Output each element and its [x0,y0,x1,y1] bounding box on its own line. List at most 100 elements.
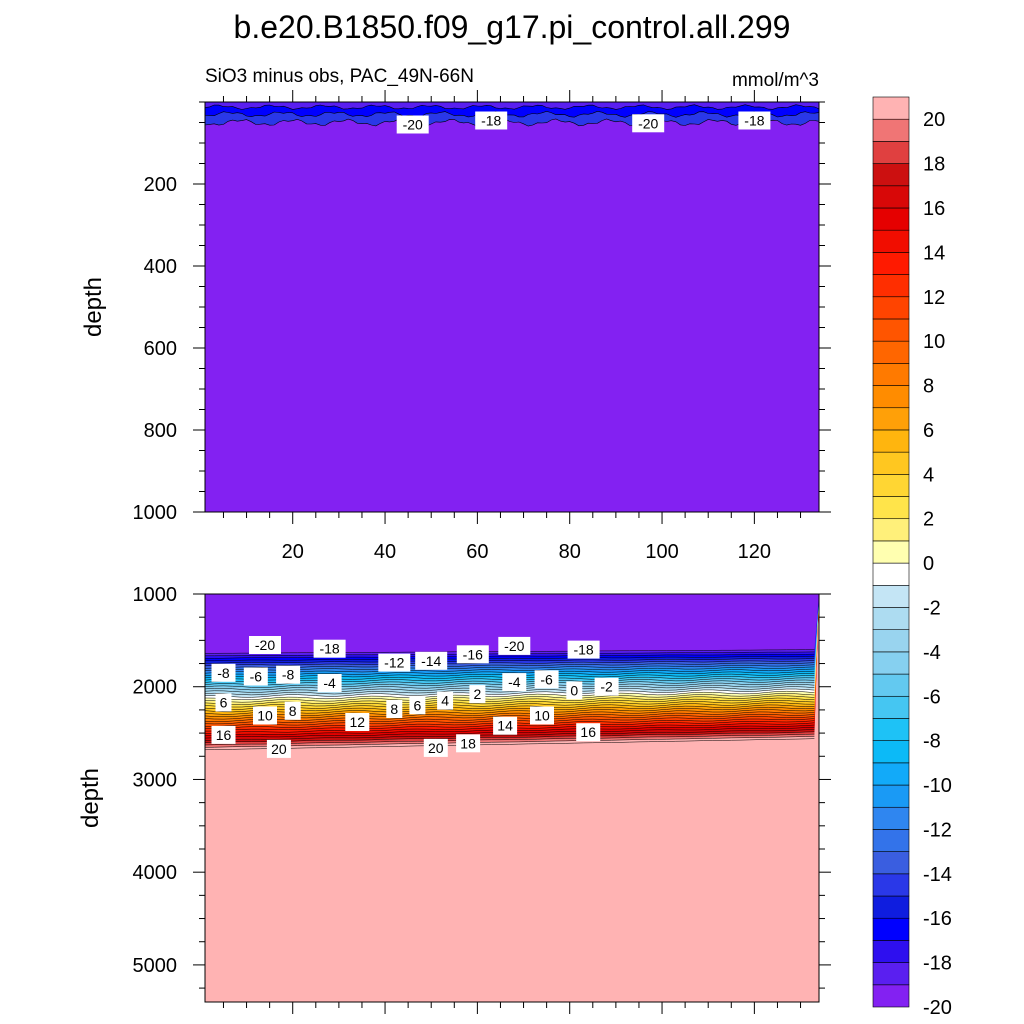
contour-label-text: -20 [255,637,275,653]
colorbar-swatch [872,984,910,1008]
contour-label: 2 [469,685,486,704]
contour-label: -12 [378,653,411,672]
colorbar-tick-label: 0 [923,553,934,575]
contour-label-text: -8 [217,665,230,681]
lower-contour-line [205,704,815,715]
x-tick-label: 80 [559,541,581,563]
colorbar-swatch [872,540,910,564]
y-tick-label: 1000 [133,584,178,606]
lower-contour-line [205,733,815,746]
lower-contour-line [205,731,815,743]
contour-label: -6 [534,670,559,689]
upper-panel: -20 -18 -20 -18 200 400 600 800 1000 20 40 60 80 100… [80,90,831,563]
colorbar-tick-label: 20 [923,109,945,131]
contour-label: -18 [738,111,771,130]
contour-label-text: 0 [570,682,578,698]
colorbar-swatch [872,318,910,342]
lower-contour-line [205,711,815,722]
colorbar-swatch [872,229,910,253]
colorbar-swatch [872,873,910,897]
contour-label-text: -14 [421,653,441,669]
colorbar-swatch [872,252,910,275]
contour-label: -20 [249,636,281,654]
x-tick-label: 120 [738,541,771,563]
contour-label: 0 [566,681,583,700]
colorbar-tick-label: -8 [923,731,941,753]
contour-label: 20 [266,739,291,758]
colorbar-tick-label: 4 [923,464,934,486]
colorbar-swatch [872,629,910,653]
contour-label: 10 [530,706,554,725]
contour-label: 6 [215,693,232,712]
contour-label-text: 12 [350,714,366,730]
colorbar-tick-label: 8 [923,376,934,398]
contour-label-text: -18 [319,641,339,657]
contour-label-box [534,670,559,689]
upper-surface-band-3 [205,102,819,110]
contour-label-box [469,685,486,704]
contour-label-box [456,645,489,664]
x-tick-label: 60 [466,541,488,563]
lower-panel: -20 -18-12 -14 -16-20 -18-8 -6 -8-4 -4 -62 0 -2610… [77,584,831,1014]
x-tick-label: 100 [645,541,678,563]
colorbar-swatch [872,185,910,209]
lower-contour-labels: -20 -18-12 -14 -16-20 -18-8 -6 -8-4 -4 -62 0 -2610… [211,636,619,758]
contour-label: -20 [498,636,531,655]
contour-label-box [215,693,232,712]
lower-contour-line [205,738,815,751]
contour-label-text: -16 [463,646,483,662]
chart-title: b.e20.B1850.f09_g17.pi_control.all.299 [234,9,791,45]
contour-label-box [456,734,481,753]
contour-label-text: -20 [504,638,524,654]
contour-label-box [211,663,236,682]
colorbar-tick-label: -2 [923,598,941,620]
contour-label-box [386,700,403,718]
contour-label-text: 8 [289,703,297,719]
contour-label-box [266,739,291,758]
y-tick-label: 1000 [133,502,178,524]
contour-label-text: -20 [638,115,658,131]
contour-label: -14 [415,651,448,670]
colorbar-swatch [872,962,910,986]
colorbar-tick-label: 10 [923,331,945,353]
colorbar-swatch [872,96,910,120]
y-tick-label: 2000 [133,677,178,699]
contour-label-text: 16 [216,727,232,743]
colorbar-swatch [872,207,910,231]
contour-label-box [345,713,370,731]
lower-contour-line [205,688,815,698]
colorbar-swatch [872,917,910,941]
contour-label-text: 4 [441,693,449,709]
lower-contour-line [205,702,815,713]
lower-plot-frame [204,593,820,1003]
colorbar-tick-label: -18 [923,953,952,975]
colorbar-swatch [872,607,910,630]
contour-label-box [284,701,301,720]
contour-label: 10 [253,706,277,725]
colorbar-tick-label: -20 [923,997,952,1019]
contour-label: -2 [594,677,619,696]
contour-label-box [276,665,301,684]
lower-contour-line [205,706,815,717]
contour-label-text: -20 [403,117,423,133]
y-tick-label: 800 [144,420,177,442]
contour-label: 14 [493,716,518,735]
lower-contour-line [205,700,815,710]
lower-contour-line [205,709,815,720]
lower-contour-line [205,686,815,696]
contour-label-box [249,636,281,654]
contour-label-box [423,738,448,757]
contour-label: 6 [409,696,426,715]
colorbar-tick-label: 2 [923,509,934,531]
contour-label-box [632,114,665,133]
contour-label: -6 [243,667,268,686]
x-tick-label: 40 [374,541,396,563]
contour-label-box [253,706,277,725]
contour-label-box [243,667,268,686]
contour-label-text: -18 [573,642,593,658]
contour-label-text: 6 [414,697,422,713]
y-tick-label: 200 [144,174,177,196]
contour-label-box [498,636,531,655]
chart-subtitle-units: mmol/m^3 [732,70,819,91]
colorbar-swatch [872,651,910,675]
